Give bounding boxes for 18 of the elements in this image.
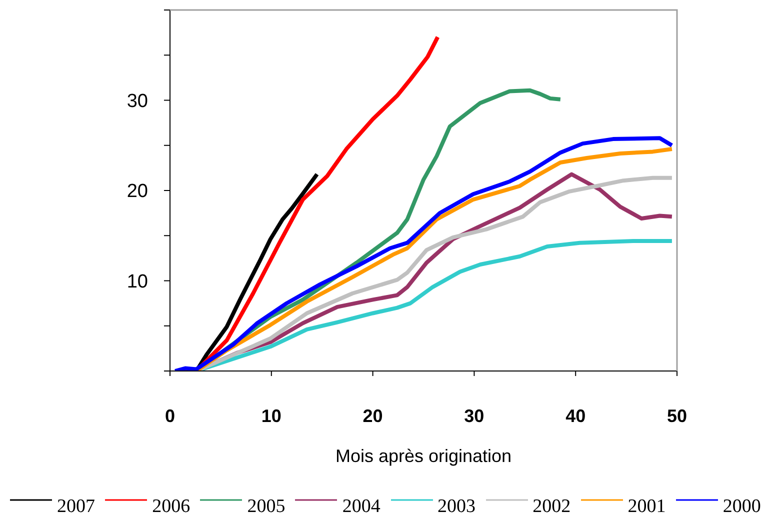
x-tick-label: 40 <box>566 406 586 426</box>
x-tick-label: 0 <box>164 406 176 426</box>
y-tick-label: 10 <box>126 271 148 292</box>
legend-label: 2004 <box>342 496 380 518</box>
legend-label: 2002 <box>532 496 571 518</box>
x-tick-label: 20 <box>362 406 383 426</box>
x-tick-label: 50 <box>666 406 688 426</box>
legend-label: 2000 <box>722 496 761 518</box>
y-tick-label: 20 <box>126 181 148 202</box>
x-tick-label: 10 <box>261 406 282 426</box>
y-tick-label: 30 <box>126 90 148 112</box>
x-axis-title: Mois après origination <box>335 446 512 466</box>
legend-label: 2006 <box>152 496 190 518</box>
legend-label: 2005 <box>247 496 286 518</box>
x-tick-label: 30 <box>464 406 484 426</box>
legend-label: 2003 <box>438 496 476 518</box>
legend-label: 2001 <box>628 496 666 518</box>
legend-label: 2007 <box>57 496 95 518</box>
